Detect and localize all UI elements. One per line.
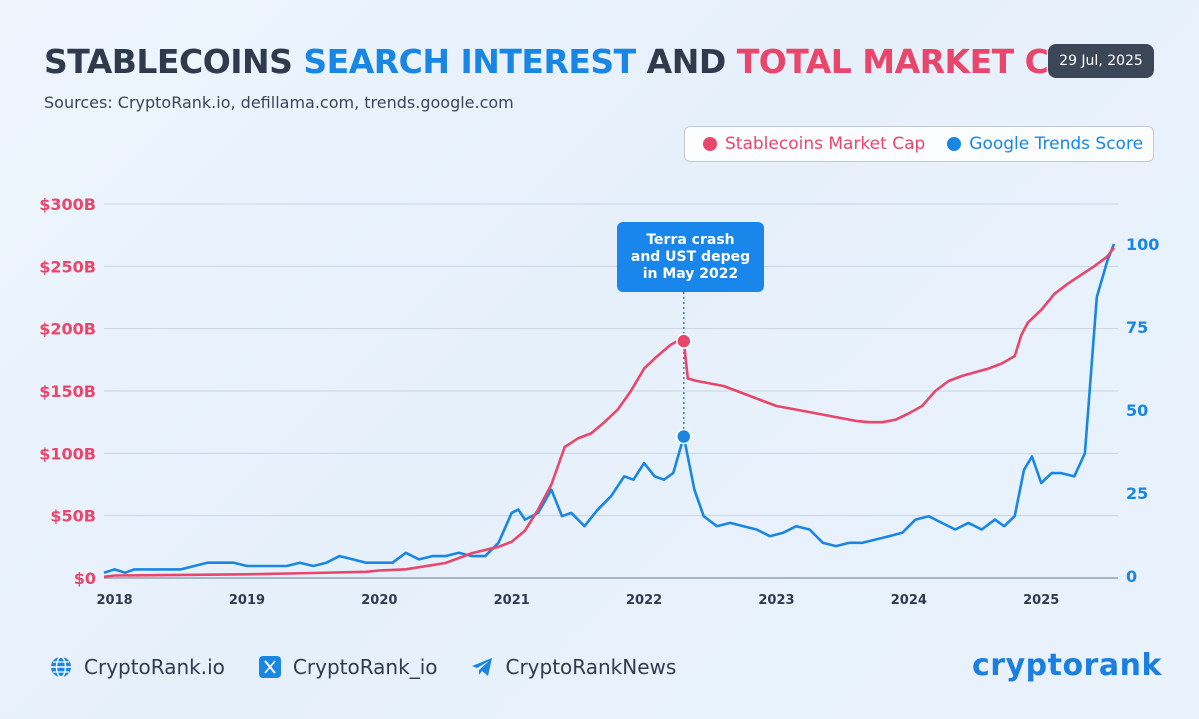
footer-x-label: CryptoRank_io — [292, 655, 438, 679]
x-icon — [258, 656, 281, 678]
x-tick-label: 2022 — [626, 593, 662, 608]
legend-dot-trends — [947, 137, 962, 151]
x-tick-label: 2025 — [1023, 593, 1059, 608]
callout-line-2: and UST depeg — [630, 248, 751, 265]
globe-icon — [51, 656, 71, 678]
footer-telegram-label: CryptoRankNews — [505, 655, 677, 679]
series-line-market-cap — [103, 246, 1116, 579]
series-line-google-trends — [103, 243, 1116, 574]
chart-plot: $0 $50B $100B $150B $200B $250B $300B 0 25 50 75 10… — [39, 195, 1159, 608]
terra-crash-callout: Terra crash and UST depeg in May 2022 — [617, 222, 764, 292]
callout-line-3: in May 2022 — [642, 265, 739, 282]
y-right-tick-label: 100 — [1126, 235, 1159, 254]
trends-peak-marker — [676, 428, 692, 445]
title-part-search-interest: SEARCH INTEREST — [303, 42, 636, 81]
y-left-tick-label: $200B — [39, 320, 96, 339]
telegram-icon — [472, 658, 493, 676]
y-left-tick-label: $150B — [39, 382, 96, 401]
legend-item-market-cap: Stablecoins Market Cap — [703, 134, 925, 154]
y-right-tick-label: 0 — [1126, 567, 1137, 586]
y-right-tick-label: 50 — [1126, 401, 1148, 420]
footer-x-handle[interactable]: CryptoRank_io — [258, 655, 438, 679]
x-tick-label: 2024 — [891, 593, 927, 608]
y-left-tick-label: $100B — [39, 444, 96, 463]
legend-label-trends: Google Trends Score — [969, 134, 1144, 154]
footer-website-label: CryptoRank.io — [84, 655, 225, 679]
legend-label-market-cap: Stablecoins Market Cap — [725, 134, 926, 154]
y-left-tick-label: $50B — [50, 507, 96, 526]
footer-website[interactable]: CryptoRank.io — [50, 655, 225, 679]
y-left-tick-label: $250B — [39, 257, 96, 276]
callout-line-1: Terra crash — [646, 231, 735, 248]
title-part-and: AND — [635, 42, 737, 81]
chart-legend: Stablecoins Market Cap Google Trends Sco… — [684, 126, 1154, 162]
x-tick-label: 2023 — [758, 593, 794, 608]
y-right-tick-label: 25 — [1126, 484, 1148, 503]
footer: CryptoRank.io CryptoRank_io CryptoRankNe… — [50, 655, 710, 679]
market-cap-peak-marker — [676, 333, 692, 349]
date-badge: 29 Jul, 2025 — [1048, 44, 1154, 78]
y-left-tick-label: $300B — [39, 195, 96, 214]
cryptorank-logo: cryptorank — [972, 648, 1162, 683]
title-part-stablecoins: STABLECOINS — [44, 42, 304, 81]
footer-telegram[interactable]: CryptoRankNews — [471, 655, 676, 679]
title-part-market-cap: TOTAL MARKET CAP — [736, 42, 1098, 81]
legend-dot-market-cap — [703, 137, 717, 151]
x-tick-label: 2019 — [229, 593, 265, 608]
sources-subtitle: Sources: CryptoRank.io, defillama.com, t… — [44, 93, 514, 112]
legend-item-trends: Google Trends Score — [947, 134, 1143, 154]
x-tick-label: 2021 — [494, 593, 530, 608]
y-right-tick-label: 75 — [1126, 318, 1148, 337]
chart-title: STABLECOINS SEARCH INTEREST AND TOTAL MA… — [44, 42, 1098, 81]
x-tick-label: 2018 — [96, 593, 132, 608]
x-tick-label: 2020 — [361, 593, 397, 608]
y-left-tick-label: $0 — [74, 569, 96, 588]
